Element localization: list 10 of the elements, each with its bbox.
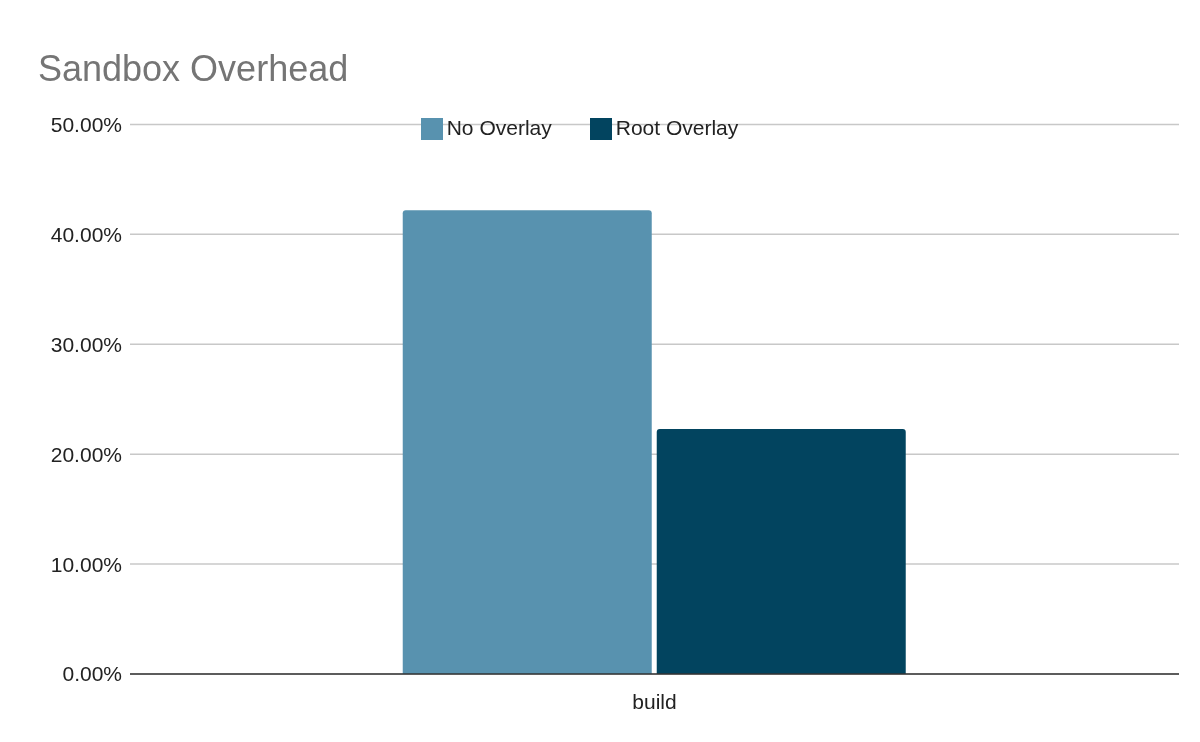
- legend-label: Root Overlay: [615, 116, 739, 139]
- x-tick-label: build: [632, 689, 677, 713]
- chart-title: Sandbox Overhead: [38, 48, 349, 90]
- y-tick-label: 30.00%: [50, 332, 122, 356]
- y-tick-label: 20.00%: [50, 442, 122, 466]
- y-tick-label: 0.00%: [62, 662, 122, 686]
- y-tick-label: 50.00%: [50, 112, 122, 136]
- y-tick-label: 10.00%: [50, 552, 122, 576]
- legend-label: No Overlay: [446, 116, 552, 139]
- y-tick-label: 40.00%: [50, 222, 122, 246]
